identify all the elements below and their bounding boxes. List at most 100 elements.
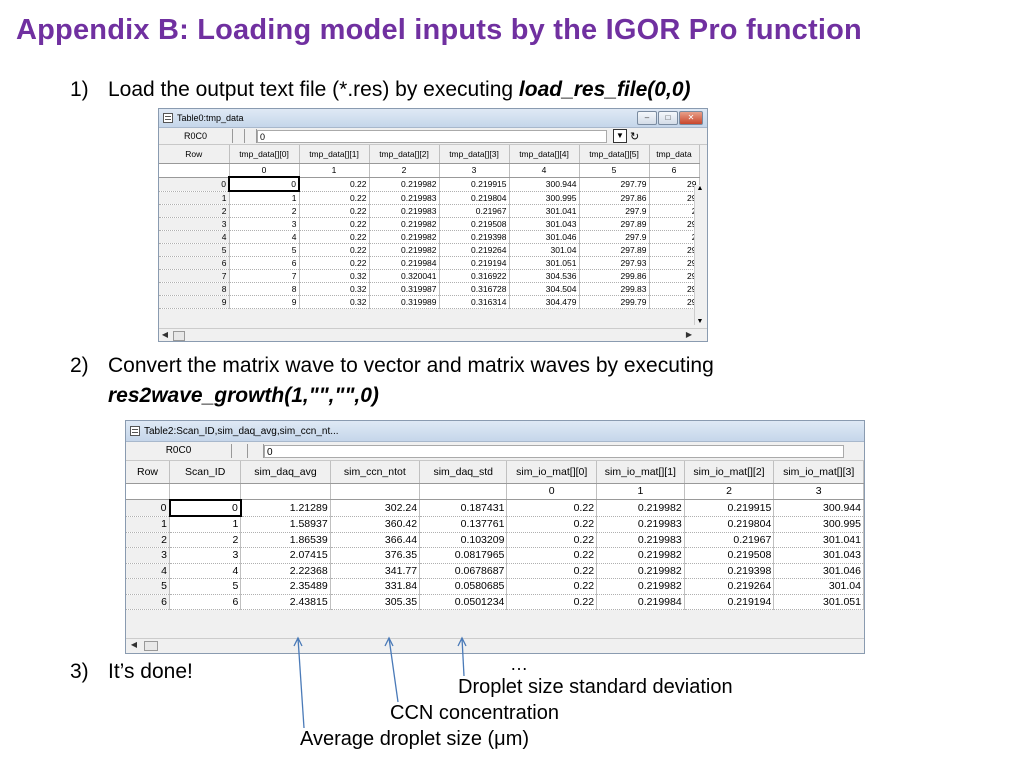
table-row-cell[interactable]: 0.219982 [596, 499, 685, 517]
table-row-cell[interactable]: 297.89 [579, 243, 650, 257]
table-row-cell[interactable]: 297.93 [579, 256, 650, 270]
table-row-cell[interactable]: 0.219983 [596, 532, 685, 548]
table-row-cell[interactable]: 6 [126, 594, 170, 610]
scroll-up-icon[interactable]: ▲ [696, 185, 704, 192]
table-row-cell[interactable]: 301.046 [509, 230, 580, 244]
table-row-cell[interactable]: 0.32 [299, 269, 370, 283]
table-row-cell[interactable]: 301.041 [509, 204, 580, 218]
table-row-cell[interactable]: 305.35 [330, 594, 421, 610]
table-row-cell[interactable]: 0.219915 [684, 499, 775, 517]
table-row-cell[interactable]: 0.219508 [439, 217, 510, 231]
scroll-thumb[interactable] [144, 641, 158, 651]
scroll-down-icon[interactable]: ▼ [696, 318, 704, 325]
table-row-cell[interactable]: 0.316922 [439, 269, 510, 283]
table-row-cell[interactable]: 0.219982 [596, 578, 685, 595]
table-row-cell[interactable]: 301.041 [773, 532, 864, 548]
horizontal-scrollbar[interactable]: ◀ [126, 638, 864, 653]
table-row-cell[interactable]: 0.21967 [684, 532, 775, 548]
table-row-cell[interactable]: 2.22368 [240, 563, 331, 579]
table-row-cell[interactable]: 0.219264 [439, 243, 510, 257]
table-row-cell[interactable]: 0.219984 [369, 256, 440, 270]
table-row-cell[interactable]: 0.219804 [439, 191, 510, 205]
table-row-cell[interactable]: 301.04 [509, 243, 580, 257]
table-row-cell[interactable]: 301.051 [509, 256, 580, 270]
table-row-cell[interactable]: 0.22 [299, 243, 370, 257]
minimize-button[interactable]: – [637, 111, 657, 125]
table-row-cell[interactable]: 0.21967 [439, 204, 510, 218]
table-row-cell[interactable]: 0.22 [299, 177, 370, 192]
table-row-cell[interactable]: 0.32 [299, 295, 370, 309]
table-row-cell[interactable]: 0.219264 [684, 578, 775, 595]
table-row-cell[interactable]: 0.219982 [596, 563, 685, 579]
table-row-cell[interactable]: 297.9 [579, 204, 650, 218]
table-row-cell[interactable]: 4 [126, 563, 170, 579]
table-row-cell[interactable]: 5 [169, 578, 242, 595]
table-row-cell[interactable]: 0.219508 [684, 547, 775, 564]
maximize-button[interactable]: □ [658, 111, 678, 125]
table-row-cell[interactable]: 297.89 [579, 217, 650, 231]
table-row-cell[interactable]: 0.103209 [419, 532, 508, 548]
table-row-cell[interactable]: 360.42 [330, 516, 421, 533]
table-row-cell[interactable]: 9 [159, 295, 230, 309]
table-row-cell[interactable]: 301.046 [773, 563, 864, 579]
table-row-cell[interactable]: 304.479 [509, 295, 580, 309]
table-row-cell[interactable]: 3 [126, 547, 170, 564]
table-row-cell[interactable]: 1.58937 [240, 516, 331, 533]
table-row-cell[interactable]: 0.0817965 [419, 547, 508, 564]
table-row-cell[interactable]: 2 [169, 532, 242, 548]
table-row-cell[interactable]: 0.319987 [369, 282, 440, 296]
table-row-cell[interactable]: 5 [159, 243, 230, 257]
table-row-cell[interactable]: 0 [126, 499, 170, 517]
table-row-cell[interactable]: 0.22 [299, 256, 370, 270]
table-row-cell[interactable]: 0.22 [506, 499, 598, 517]
table-row-cell[interactable]: 300.995 [773, 516, 864, 533]
table-row-cell[interactable]: 4 [159, 230, 230, 244]
table-row-cell[interactable]: 0.219194 [684, 594, 775, 610]
table-row-cell[interactable]: 0.22 [299, 230, 370, 244]
table-row-cell[interactable]: 297.86 [579, 191, 650, 205]
table-row-cell[interactable]: 0.219398 [684, 563, 775, 579]
table-row-cell[interactable]: 2.43815 [240, 594, 331, 610]
table-row-cell[interactable]: 341.77 [330, 563, 421, 579]
table-row-cell[interactable]: 5 [229, 243, 300, 257]
table-row-cell[interactable]: 1 [159, 191, 230, 205]
vertical-scrollbar[interactable]: ▲ ▼ [694, 185, 705, 325]
table-row-cell[interactable]: 2 [126, 532, 170, 548]
table-row-cell[interactable]: 301.051 [773, 594, 864, 610]
table-row-cell[interactable]: 0.0501234 [419, 594, 508, 610]
table-row-cell[interactable]: 1.86539 [240, 532, 331, 548]
table-row-cell[interactable]: 0.22 [299, 217, 370, 231]
table2-window[interactable]: Table2:Scan_ID,sim_daq_avg,sim_ccn_nt...… [125, 420, 865, 654]
table-row-cell[interactable]: 6 [169, 594, 242, 610]
entry-field[interactable]: 0 [257, 129, 607, 143]
table-row-cell[interactable]: 3 [229, 217, 300, 231]
table-row-cell[interactable]: 29 [649, 177, 700, 192]
table-row-cell[interactable]: 300.944 [509, 177, 580, 192]
table-row-cell[interactable]: 8 [229, 282, 300, 296]
table-row-cell[interactable]: 0 [159, 177, 230, 192]
table-row-cell[interactable]: 0.219982 [369, 230, 440, 244]
table-row-cell[interactable]: 0.0678687 [419, 563, 508, 579]
table-row-cell[interactable]: 0.22 [506, 547, 598, 564]
table-row-cell[interactable]: 0.22 [299, 191, 370, 205]
table-row-cell[interactable]: 1 [126, 516, 170, 533]
table-row-cell[interactable]: 2.07415 [240, 547, 331, 564]
table-row-cell[interactable]: 1 [169, 516, 242, 533]
table-row-cell[interactable]: 0.319989 [369, 295, 440, 309]
table-row-cell[interactable]: 297.9 [579, 230, 650, 244]
table-row-cell[interactable]: 300.944 [773, 499, 864, 517]
table-row-cell[interactable]: 0.22 [506, 594, 598, 610]
table-row-cell[interactable]: 0.219915 [439, 177, 510, 192]
table2-titlebar[interactable]: Table2:Scan_ID,sim_daq_avg,sim_ccn_nt... [126, 421, 864, 442]
table-row-cell[interactable]: 0.219194 [439, 256, 510, 270]
table-row-cell[interactable]: 8 [159, 282, 230, 296]
table-row-cell[interactable]: 3 [159, 217, 230, 231]
table-row-cell[interactable]: 301.043 [773, 547, 864, 564]
table-row-cell[interactable]: 0.187431 [419, 499, 508, 517]
table-row-cell[interactable]: 0.219398 [439, 230, 510, 244]
table-row-cell[interactable]: 0.22 [506, 563, 598, 579]
scroll-left-icon[interactable]: ◀ [161, 330, 169, 339]
table-row-cell[interactable]: 0.137761 [419, 516, 508, 533]
dropdown-arrow-icon[interactable]: ▼ [613, 129, 627, 143]
table-row-cell[interactable]: 300.995 [509, 191, 580, 205]
